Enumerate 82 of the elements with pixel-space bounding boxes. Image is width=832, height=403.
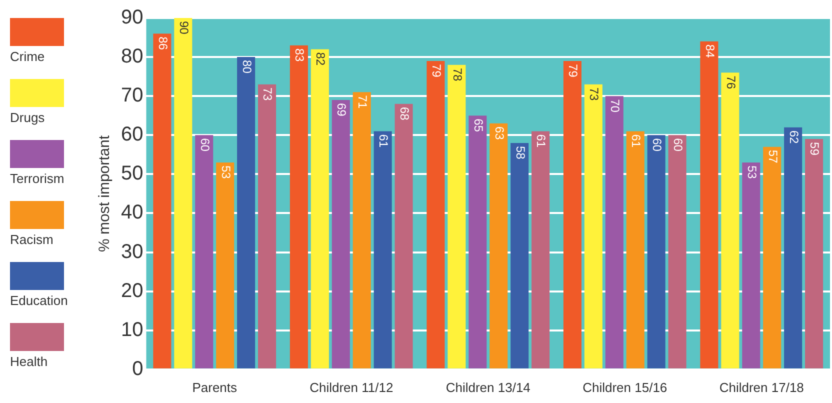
y-tick-label: 10 [120,318,144,341]
data-label: 68 [397,106,412,121]
data-label: 84 [702,44,717,58]
data-label: 60 [650,138,664,152]
data-label: 71 [356,95,370,109]
x-tick-label: Children 13/14 [446,380,530,395]
bar [668,135,686,368]
data-label: 73 [260,87,275,102]
data-label: 61 [376,134,391,148]
bar [216,162,234,368]
legend-label: Crime [10,49,46,64]
legend-label: Health [10,354,49,369]
data-label: 86 [156,36,170,50]
bar [352,92,371,368]
data-label: 78 [450,68,464,82]
bar [721,72,740,368]
bar [647,135,666,368]
data-label: 58 [513,146,528,160]
bar [563,60,582,368]
data-label: 83 [292,48,307,62]
data-label: 57 [766,150,780,164]
data-label: 69 [334,102,349,117]
data-label: 61 [629,134,644,148]
bar [605,96,624,368]
x-tick-label: Children 17/18 [719,380,804,395]
bar [626,131,644,368]
data-label: 80 [240,60,254,74]
legend-label: Terrorism [10,171,64,186]
data-label: 76 [724,76,738,90]
data-label: 53 [218,165,233,180]
data-label: 73 [587,87,602,102]
y-tick-label: 30 [120,240,144,263]
y-tick-label: 50 [120,162,144,185]
bar [153,34,172,368]
bar [374,131,392,368]
data-label: 70 [608,99,622,113]
x-tick-label: Parents [192,380,238,395]
data-label: 59 [808,142,822,156]
bar [310,49,329,368]
y-tick-label: 0 [132,358,144,380]
data-label: 82 [314,52,328,66]
bar [700,41,718,368]
bar [784,127,802,368]
bar [742,162,760,368]
bar [763,146,782,368]
data-label: 60 [670,138,685,152]
bar [805,139,824,368]
y-tick-label: 60 [120,124,144,146]
data-label: 79 [429,64,444,78]
bar [490,123,508,368]
data-label: 63 [492,126,506,140]
data-label: 90 [176,21,191,35]
y-tick-label: 20 [120,280,144,302]
bar [468,116,487,368]
data-label: 65 [471,118,486,132]
bar [174,18,192,368]
bar [258,84,276,368]
data-label: 62 [786,130,801,144]
bar [237,57,256,368]
legend-label: Education [10,293,69,308]
bar [426,60,445,368]
y-axis-title: % most important [96,134,114,252]
bar [394,104,413,368]
bar [510,142,529,368]
data-label: 61 [534,134,548,148]
x-tick-label: Children 15/16 [582,380,668,395]
bar [448,64,466,368]
bar [290,45,308,368]
legend-label: Drugs [10,110,46,125]
bar [332,100,350,368]
y-tick-label: 90 [120,6,144,29]
bar [195,135,214,368]
data-label: 79 [566,64,580,78]
bar [584,84,602,368]
bar [532,131,550,368]
y-tick-label: 70 [120,84,144,107]
x-tick-label: Children 11/12 [310,380,394,395]
data-label: 53 [744,165,759,180]
data-label: 60 [198,138,212,152]
legend-label: Racism [10,232,54,247]
y-tick-label: 80 [120,46,144,68]
y-tick-label: 40 [120,202,144,224]
